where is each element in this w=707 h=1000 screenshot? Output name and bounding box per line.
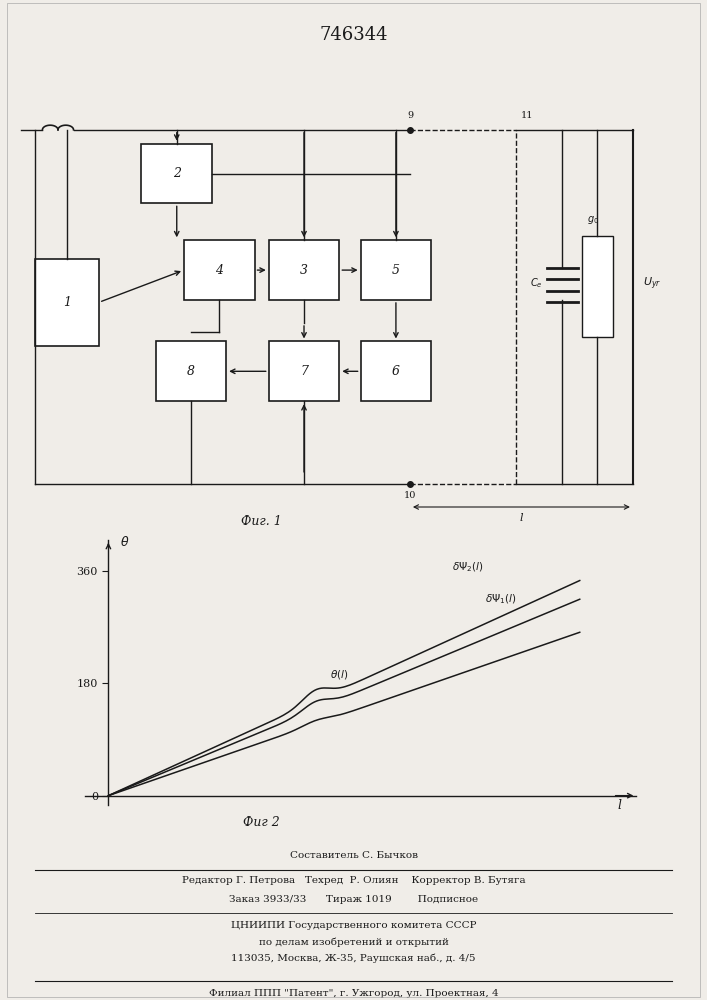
Bar xyxy=(269,341,339,401)
Text: 10: 10 xyxy=(404,491,416,500)
Text: Составитель С. Бычков: Составитель С. Бычков xyxy=(289,851,418,860)
Text: 5: 5 xyxy=(392,264,400,277)
Text: 2: 2 xyxy=(173,167,181,180)
Text: $U_{yr}$: $U_{yr}$ xyxy=(643,276,662,292)
Text: Фиг. 1: Фиг. 1 xyxy=(241,515,282,528)
Bar xyxy=(156,341,226,401)
Text: $\delta\Psi_1(l)$: $\delta\Psi_1(l)$ xyxy=(486,593,517,606)
Text: 6: 6 xyxy=(392,365,400,378)
Text: 4: 4 xyxy=(215,264,223,277)
Text: ЦНИИПИ Государственного комитета СССР: ЦНИИПИ Государственного комитета СССР xyxy=(230,921,477,930)
Text: Фиг 2: Фиг 2 xyxy=(243,816,280,829)
Text: 1: 1 xyxy=(63,296,71,309)
Text: l: l xyxy=(617,799,621,812)
Text: 113035, Москва, Ж-35, Раушская наб., д. 4/5: 113035, Москва, Ж-35, Раушская наб., д. … xyxy=(231,953,476,963)
Text: Редактор Г. Петрова   Техред  Р. Олиян    Корректор В. Бутяга: Редактор Г. Петрова Техред Р. Олиян Корр… xyxy=(182,876,525,885)
Bar xyxy=(582,236,613,337)
Text: 8: 8 xyxy=(187,365,195,378)
Bar xyxy=(361,341,431,401)
Text: $g_0$: $g_0$ xyxy=(587,214,599,226)
Bar xyxy=(269,240,339,300)
Text: $\delta\Psi_2(l)$: $\delta\Psi_2(l)$ xyxy=(452,560,484,574)
Text: 7: 7 xyxy=(300,365,308,378)
Text: 746344: 746344 xyxy=(320,26,387,44)
Text: $\theta(l)$: $\theta(l)$ xyxy=(330,668,349,681)
Text: Филиал ППП "Патент", г. Ужгород, ул. Проектная, 4: Филиал ППП "Патент", г. Ужгород, ул. Про… xyxy=(209,989,498,998)
Text: l: l xyxy=(520,513,523,523)
Text: $C_e$: $C_e$ xyxy=(530,276,543,290)
Bar xyxy=(141,144,212,203)
Bar xyxy=(35,259,99,346)
Text: 11: 11 xyxy=(520,111,533,120)
Text: Заказ 3933/33      Тираж 1019        Подписное: Заказ 3933/33 Тираж 1019 Подписное xyxy=(229,895,478,904)
Bar xyxy=(361,240,431,300)
Text: по делам изобретений и открытий: по делам изобретений и открытий xyxy=(259,938,448,947)
Bar xyxy=(184,240,255,300)
Text: $\theta$: $\theta$ xyxy=(120,535,129,549)
Text: 3: 3 xyxy=(300,264,308,277)
Text: 9: 9 xyxy=(407,111,413,120)
